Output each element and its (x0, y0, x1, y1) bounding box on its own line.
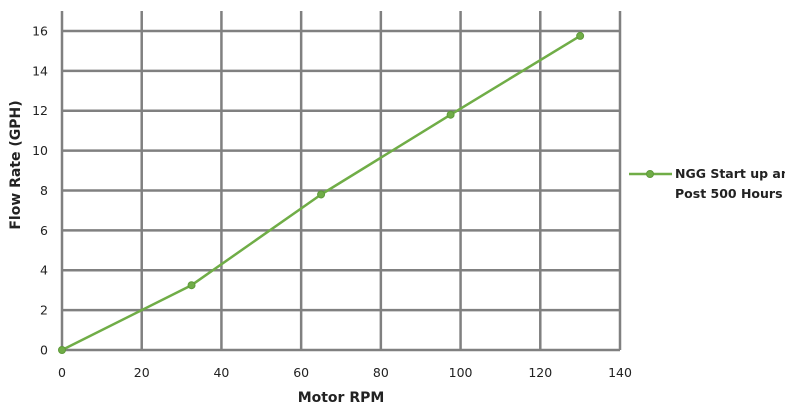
legend-label-line1: NGG Start up and (675, 166, 785, 181)
y-tick-label: 10 (32, 143, 48, 158)
legend-label-line2: Post 500 Hours (675, 186, 783, 201)
x-tick-label: 0 (58, 365, 66, 380)
y-tick-label: 4 (40, 263, 48, 278)
series-layer (58, 31, 585, 354)
y-tick-label: 16 (32, 23, 48, 38)
data-point (187, 281, 196, 290)
x-tick-label: 80 (373, 365, 389, 380)
data-point (58, 346, 66, 354)
y-axis-title: Flow Rate (GPH) (8, 100, 24, 229)
data-point (576, 31, 585, 40)
x-tick-label: 100 (449, 365, 473, 380)
y-tick-label: 2 (40, 303, 48, 318)
data-point (317, 190, 326, 199)
x-tick-label: 40 (213, 365, 229, 380)
legend-marker-swatch (646, 170, 654, 178)
data-point (446, 110, 455, 119)
y-tick-label: 12 (32, 103, 48, 118)
x-tick-label: 120 (528, 365, 552, 380)
legend: NGG Start up and Post 500 Hours (629, 166, 785, 201)
x-tick-label: 60 (293, 365, 309, 380)
y-tick-label: 0 (40, 343, 48, 358)
x-axis-title: Motor RPM (298, 390, 385, 406)
y-tick-label: 8 (40, 183, 48, 198)
y-tick-label: 6 (40, 223, 48, 238)
x-tick-label: 140 (608, 365, 632, 380)
y-axis-ticks: 0 2 4 6 8 10 12 14 16 (32, 23, 48, 357)
grid (60, 11, 622, 352)
y-tick-label: 14 (32, 63, 48, 78)
x-tick-label: 20 (134, 365, 150, 380)
x-axis-ticks: 0 20 40 60 80 100 120 140 (58, 365, 632, 380)
